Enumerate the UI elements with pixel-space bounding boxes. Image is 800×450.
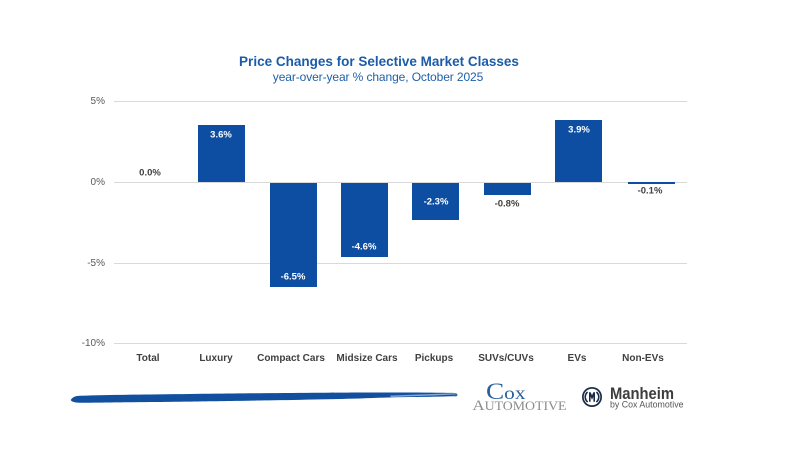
svg-text:AUTOMOTIVE: AUTOMOTIVE xyxy=(473,398,567,414)
svg-text:by Cox Automotive: by Cox Automotive xyxy=(610,400,684,410)
svg-text:Manheim: Manheim xyxy=(610,385,674,403)
svg-text:Cox: Cox xyxy=(486,380,526,404)
